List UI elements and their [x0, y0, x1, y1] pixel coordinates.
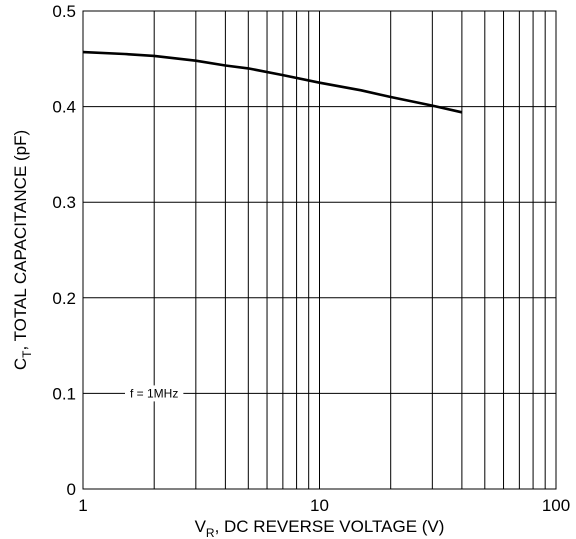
x-axis-title-subscript: R [206, 526, 215, 539]
y-axis-title: CT, TOTAL CAPACITANCE (pF) [11, 130, 34, 370]
y-tick-label: 0 [67, 480, 76, 499]
y-axis-title-main: C [11, 358, 30, 370]
x-tick-labels: 1 10 100 [78, 496, 570, 515]
plot-frame [82, 10, 557, 490]
y-tick-label: 0.1 [52, 384, 76, 403]
series-line-1 [82, 50, 463, 114]
x-tick-label: 1 [78, 496, 87, 515]
annotation-background [125, 385, 184, 402]
y-tick-labels: 0 0.1 0.2 0.3 0.4 0.5 [52, 2, 76, 499]
x-tick-label: 10 [310, 496, 329, 515]
y-tick-label: 0.4 [52, 98, 76, 117]
y-axis-title-subscript: T [20, 350, 34, 358]
y-tick-label: 0.2 [52, 289, 76, 308]
series-layer [82, 50, 463, 114]
y-tick-label: 0.5 [52, 2, 76, 21]
annotation-layer: f = 1MHz [125, 385, 184, 402]
x-axis-title: VR, DC REVERSE VOLTAGE (V) [195, 517, 445, 539]
y-axis-title-rest: , TOTAL CAPACITANCE (pF) [11, 130, 30, 351]
x-axis-title-main: V [195, 517, 207, 536]
x-axis-title-rest: , DC REVERSE VOLTAGE (V) [215, 517, 445, 536]
frequency-annotation: f = 1MHz [130, 386, 178, 400]
y-tick-label: 0.3 [52, 193, 76, 212]
x-tick-label: 100 [542, 496, 570, 515]
